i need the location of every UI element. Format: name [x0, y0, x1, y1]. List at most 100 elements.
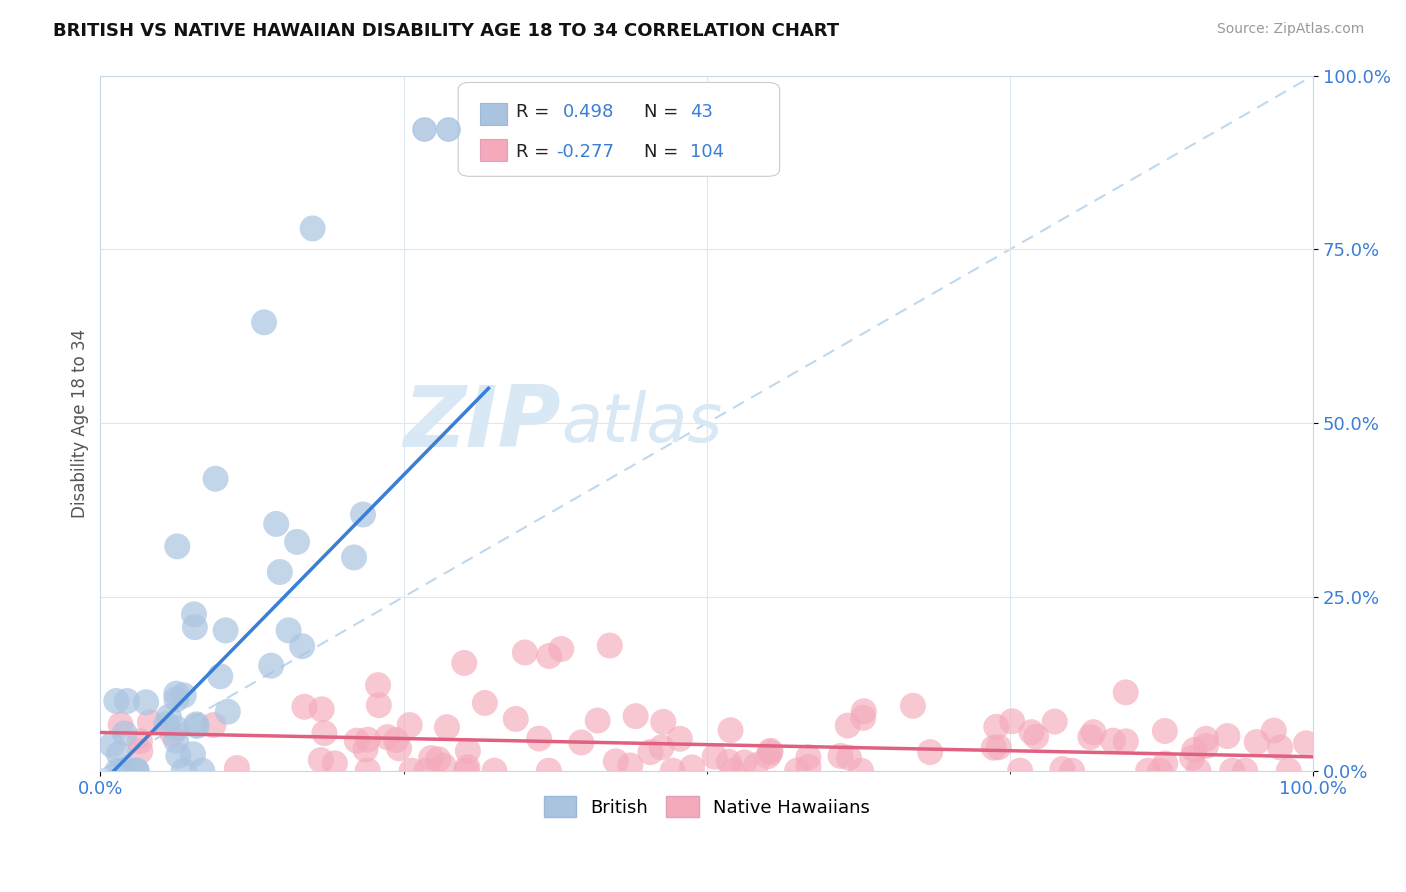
Point: [721, 764, 744, 778]
Point: [1137, 764, 1160, 778]
Point: [1187, 764, 1209, 778]
Point: [413, 122, 436, 136]
Text: -0.277: -0.277: [557, 143, 614, 161]
Point: [640, 745, 662, 759]
Point: [852, 711, 875, 725]
Point: [110, 717, 132, 731]
Point: [301, 221, 323, 235]
Point: [269, 565, 291, 579]
Point: [1062, 764, 1084, 778]
Point: [745, 758, 768, 772]
Point: [605, 754, 627, 768]
Point: [357, 764, 380, 778]
Point: [733, 756, 755, 770]
Point: [1008, 764, 1031, 778]
Point: [987, 740, 1010, 755]
Point: [756, 749, 779, 764]
Point: [1220, 764, 1243, 778]
Point: [388, 741, 411, 756]
Point: [505, 712, 527, 726]
Point: [661, 764, 683, 778]
Point: [367, 678, 389, 692]
Point: [292, 699, 315, 714]
Point: [456, 760, 478, 774]
Point: [110, 764, 132, 778]
Point: [157, 710, 180, 724]
Point: [385, 733, 408, 747]
Text: BRITISH VS NATIVE HAWAIIAN DISABILITY AGE 18 TO 34 CORRELATION CHART: BRITISH VS NATIVE HAWAIIAN DISABILITY AG…: [53, 22, 839, 40]
Point: [107, 764, 129, 778]
Point: [456, 764, 478, 778]
FancyBboxPatch shape: [458, 82, 779, 177]
Point: [309, 753, 332, 767]
Point: [401, 764, 423, 778]
Point: [437, 122, 460, 136]
Point: [759, 746, 782, 760]
Point: [527, 731, 550, 746]
Point: [217, 705, 239, 719]
Text: 104: 104: [690, 143, 724, 161]
Point: [165, 692, 187, 706]
Point: [420, 751, 443, 765]
Point: [260, 658, 283, 673]
Point: [901, 698, 924, 713]
Point: [650, 740, 672, 755]
Point: [214, 624, 236, 638]
Point: [703, 749, 725, 764]
Point: [453, 656, 475, 670]
Point: [166, 540, 188, 554]
Point: [1052, 762, 1074, 776]
Point: [457, 744, 479, 758]
Text: N =: N =: [644, 103, 678, 120]
Point: [432, 758, 454, 772]
Point: [830, 748, 852, 763]
Point: [209, 669, 232, 683]
Point: [1115, 734, 1137, 748]
Point: [1246, 735, 1268, 749]
Point: [162, 727, 184, 741]
Point: [513, 646, 536, 660]
Point: [427, 752, 450, 766]
Point: [354, 742, 377, 756]
Point: [550, 642, 572, 657]
Point: [1115, 685, 1137, 699]
Point: [1278, 764, 1301, 778]
Point: [129, 734, 152, 748]
Point: [285, 535, 308, 549]
Point: [759, 744, 782, 758]
Text: ZIP: ZIP: [404, 382, 561, 465]
Text: 0.498: 0.498: [562, 103, 614, 120]
Point: [681, 760, 703, 774]
Point: [838, 750, 860, 764]
Text: 43: 43: [690, 103, 713, 120]
Point: [619, 758, 641, 772]
Point: [849, 764, 872, 778]
Point: [920, 745, 942, 759]
Point: [155, 717, 177, 731]
Point: [398, 718, 420, 732]
Point: [1083, 725, 1105, 739]
Point: [311, 702, 333, 716]
FancyBboxPatch shape: [479, 139, 506, 161]
Point: [436, 720, 458, 734]
Point: [1154, 756, 1177, 771]
Point: [105, 694, 128, 708]
Point: [484, 764, 506, 778]
Point: [1021, 725, 1043, 739]
Text: R =: R =: [516, 103, 550, 120]
Point: [797, 760, 820, 774]
Point: [720, 723, 742, 738]
Point: [314, 726, 336, 740]
Point: [1181, 751, 1204, 765]
Point: [1025, 730, 1047, 744]
Point: [202, 718, 225, 732]
Point: [665, 117, 688, 131]
Point: [226, 761, 249, 775]
Point: [181, 747, 204, 762]
Point: [115, 694, 138, 708]
Point: [1263, 723, 1285, 738]
Point: [1149, 764, 1171, 778]
Point: [125, 764, 148, 778]
Point: [1153, 724, 1175, 739]
Point: [173, 764, 195, 778]
